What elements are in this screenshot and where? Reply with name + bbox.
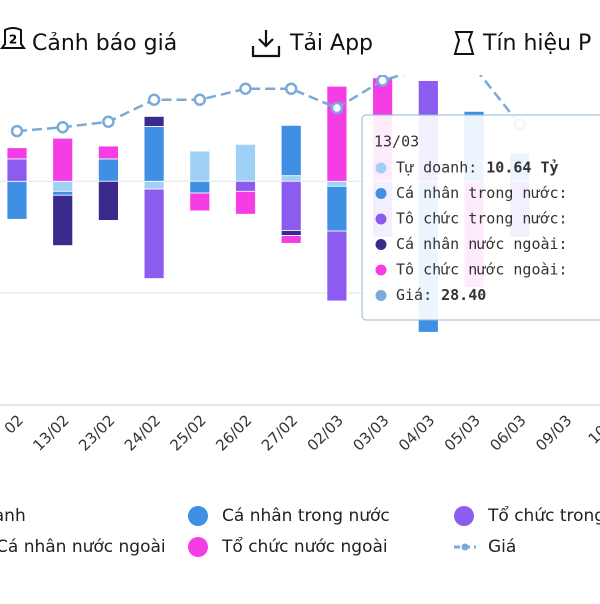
bar-segment: [52, 137, 74, 182]
bar-segment: [6, 158, 28, 182]
bar-segment: [98, 158, 119, 182]
x-tick-label: 24/02: [121, 411, 164, 454]
signal-icon[interactable]: Tín hiệu P: [453, 31, 591, 56]
tooltip-label: Tô chức nước ngoài:: [396, 261, 568, 279]
bar-segment: [143, 188, 165, 279]
bar-segment: [143, 115, 165, 127]
x-tick-label: 25/02: [167, 411, 210, 454]
bar-segment: [98, 145, 119, 160]
legend-label: Tổ chức trong nước: [487, 505, 600, 526]
legend: Tự doanh Cá nhân trong nước Tổ chức trong …: [0, 505, 600, 557]
legend-label: Cá nhân nước ngoài: [0, 537, 166, 557]
bar-segment: [189, 150, 211, 182]
tooltip-swatch: [375, 162, 387, 174]
bar-segment: [52, 194, 74, 246]
app-icon[interactable]: Tải App: [251, 30, 373, 58]
x-tick-label: 27/02: [258, 411, 301, 454]
tooltip-label: Giá:: [396, 286, 432, 304]
bar-segment: [326, 180, 348, 187]
price-point: [193, 93, 207, 106]
tooltip-title: 13/03: [374, 133, 419, 151]
x-tick-label: 23/02: [75, 411, 118, 454]
nav-item[interactable]: Cảnh báo giá: [32, 31, 177, 56]
bar-segment: [235, 143, 256, 182]
tooltip-label: Cá nhân trong nước:: [396, 184, 568, 202]
price-point: [423, 62, 433, 72]
tooltip-swatch: [375, 264, 387, 276]
bar-segment: [189, 180, 211, 194]
bar-segment: [326, 85, 348, 182]
nav-item[interactable]: Tín hiệu P: [482, 31, 591, 56]
price-point: [56, 121, 69, 134]
price-point: [239, 82, 252, 95]
legend-label: Cá nhân trong nước: [222, 506, 390, 526]
tooltip-swatch: [375, 188, 387, 199]
price-line: [16, 75, 521, 133]
tooltip-value: 28.40: [441, 286, 486, 304]
bar-segment: [143, 180, 165, 190]
tooltip-value: 10.64 Tỷ: [486, 159, 558, 177]
nav-item[interactable]: Tải App: [289, 31, 373, 56]
legend-swatch: [188, 537, 208, 557]
price-point: [147, 93, 161, 106]
legend-swatch: [454, 506, 474, 526]
x-tick-label: 02: [1, 411, 27, 437]
bar-segment: [280, 235, 302, 244]
x-tick-label: 05/03: [441, 411, 484, 454]
bar-segment: [280, 230, 302, 236]
x-tick-label: 10/0: [585, 411, 600, 448]
tooltip-label: Cá nhân nước ngoài:: [396, 235, 568, 253]
price-point: [102, 115, 115, 128]
svg-text:2: 2: [9, 33, 17, 47]
bar-segment: [189, 192, 211, 212]
bar-segment: [6, 147, 28, 160]
price-point: [330, 101, 344, 115]
x-tick-label: 13/02: [29, 411, 72, 454]
alert-icon[interactable]: 2 Cảnh báo giá: [0, 27, 177, 56]
x-tick-label: 04/03: [395, 411, 438, 454]
price-point: [469, 62, 479, 72]
bar-segment: [6, 180, 28, 220]
price-point: [284, 82, 298, 95]
tooltip-swatch: [375, 290, 387, 301]
bar-segment: [280, 175, 302, 182]
bar-segment: [326, 230, 348, 302]
bar-segment: [143, 126, 165, 182]
bar-segment: [235, 180, 256, 192]
x-tick-label: 03/03: [349, 411, 392, 454]
bar-segment: [280, 180, 302, 231]
bar-segment: [326, 185, 348, 232]
nav-bar: 2 Cảnh báo giá Tải App Tín hiệu P: [0, 27, 591, 58]
tooltip-label: Tô chức trong nước:: [396, 210, 568, 228]
legend-swatch: [188, 506, 208, 526]
tooltip-swatch: [375, 213, 387, 225]
legend-label: Giá: [488, 537, 516, 557]
bar-segment: [52, 180, 74, 192]
bar-segment: [280, 124, 302, 177]
price-point: [10, 124, 24, 138]
tooltip-label: Tự doanh:: [396, 159, 477, 177]
x-tick-label: 26/02: [212, 411, 255, 454]
legend-swatch: [461, 543, 469, 551]
x-tick-label: 09/03: [532, 411, 575, 454]
bar-segment: [235, 190, 256, 215]
tooltip-swatch: [375, 239, 387, 250]
x-tick-label: 06/03: [486, 411, 529, 454]
price-point: [376, 75, 389, 87]
legend-label: Tổ chức nước ngoài: [221, 536, 388, 557]
bar-segment: [52, 190, 74, 196]
tooltip-box: [361, 114, 600, 321]
x-tick-label: 02/03: [304, 411, 347, 454]
bar-segment: [98, 180, 119, 221]
legend-label: Tự doanh: [0, 506, 26, 526]
tooltip: 13/03 Tự doanh: 10.64 Tỷ Cá nhân trong nước…: [361, 114, 600, 321]
